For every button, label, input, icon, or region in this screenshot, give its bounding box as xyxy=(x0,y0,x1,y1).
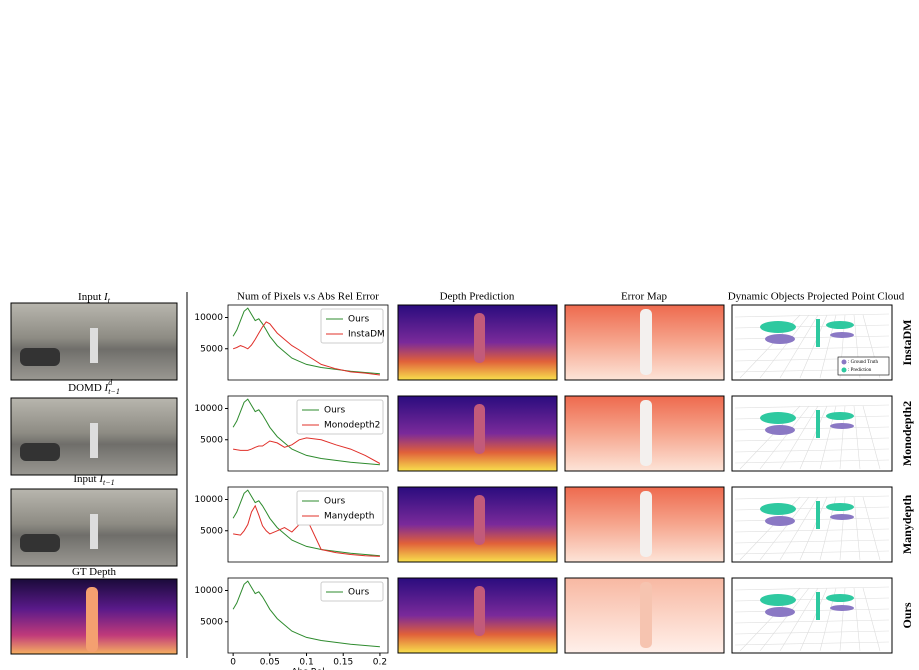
pointcloud xyxy=(732,578,892,653)
column-header: Depth Prediction xyxy=(440,291,515,303)
x-tick-label: 0 xyxy=(230,658,236,668)
points xyxy=(816,319,820,347)
points xyxy=(760,321,796,333)
chart-title: Num of Pixels v.s Abs Rel Error xyxy=(237,291,379,303)
points xyxy=(765,334,795,344)
y-tick-label: 10000 xyxy=(194,404,223,414)
row-label: InstaDM xyxy=(900,319,914,365)
points xyxy=(830,423,854,429)
legend-label: Ours xyxy=(348,315,369,325)
person xyxy=(90,423,98,458)
legend-dot xyxy=(842,360,847,365)
legend-label: InstaDM xyxy=(348,330,385,340)
y-tick-label: 5000 xyxy=(200,617,223,627)
points xyxy=(765,607,795,617)
error-object xyxy=(640,582,652,648)
x-tick-label: 0.1 xyxy=(299,658,313,668)
points xyxy=(760,594,796,606)
error-object xyxy=(640,400,652,466)
left-label: GT Depth xyxy=(72,566,117,578)
points xyxy=(765,516,795,526)
points xyxy=(816,501,820,529)
x-tick-label: 0.2 xyxy=(373,658,387,668)
row-label: Monodepth2 xyxy=(900,401,914,466)
figure: Input ItDOMD Idt−1Input It−1GT DepthDept… xyxy=(0,0,919,670)
legend-text: : Prediction xyxy=(848,368,872,373)
legend-label: Ours xyxy=(324,406,345,416)
legend-text: : Ground Truth xyxy=(848,360,879,365)
x-tick-label: 0.05 xyxy=(260,658,280,668)
column-header: Dynamic Objects Projected Point Cloud xyxy=(728,291,905,303)
car xyxy=(20,443,60,461)
points xyxy=(826,594,854,602)
points xyxy=(830,332,854,338)
points xyxy=(826,503,854,511)
y-tick-label: 5000 xyxy=(200,435,223,445)
depth-object xyxy=(474,404,485,454)
legend-label: Ours xyxy=(324,497,345,507)
points xyxy=(760,412,796,424)
label-part: GT Depth xyxy=(72,566,117,578)
label-part: Input xyxy=(78,291,104,303)
pointcloud xyxy=(732,487,892,562)
legend-dot xyxy=(842,368,847,373)
column-header: Error Map xyxy=(621,291,668,303)
label-part: DOMD xyxy=(68,382,104,394)
error-object xyxy=(640,491,652,557)
points xyxy=(826,412,854,420)
points xyxy=(830,605,854,611)
depth-object xyxy=(474,495,485,545)
label-part: t−1 xyxy=(103,478,115,487)
x-tick-label: 0.15 xyxy=(333,658,353,668)
person xyxy=(90,328,98,363)
points xyxy=(830,514,854,520)
points xyxy=(816,410,820,438)
legend-label: Monodepth2 xyxy=(324,421,380,431)
row-label: Ours xyxy=(900,602,914,628)
error-object xyxy=(640,309,652,375)
legend-label: Ours xyxy=(348,588,369,598)
y-tick-label: 10000 xyxy=(194,495,223,505)
legend-label: Manydepth xyxy=(324,512,375,522)
person xyxy=(86,587,98,652)
y-tick-label: 5000 xyxy=(200,344,223,354)
y-tick-label: 10000 xyxy=(194,313,223,323)
depth-object xyxy=(474,586,485,636)
points xyxy=(760,503,796,515)
y-tick-label: 10000 xyxy=(194,586,223,596)
person xyxy=(90,514,98,549)
points xyxy=(765,425,795,435)
points xyxy=(816,592,820,620)
label-part: t−1 xyxy=(108,387,120,396)
car xyxy=(20,534,60,552)
label-part: Input xyxy=(73,473,99,485)
depth-object xyxy=(474,313,485,363)
pointcloud xyxy=(732,396,892,471)
car xyxy=(20,348,60,366)
row-label: Manydepth xyxy=(900,495,914,555)
series-line xyxy=(233,438,380,464)
y-tick-label: 5000 xyxy=(200,526,223,536)
points xyxy=(826,321,854,329)
